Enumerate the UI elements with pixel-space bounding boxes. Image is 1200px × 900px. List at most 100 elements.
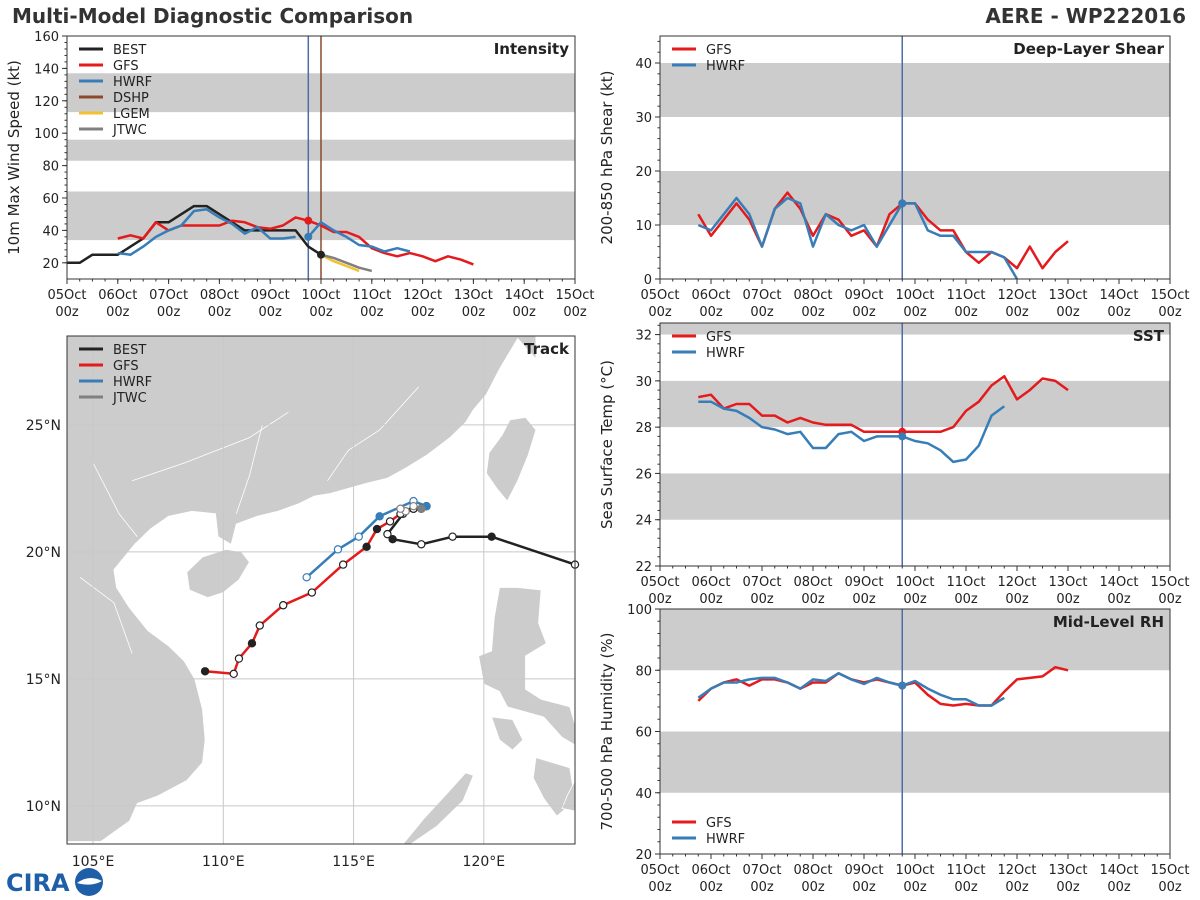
- x-tick-label-date: 06Oct: [691, 288, 730, 303]
- x-tick-label-date: 06Oct: [691, 863, 730, 878]
- x-tick-label-hour: 00z: [801, 592, 825, 607]
- legend-entry-jtwc: JTWC: [79, 391, 147, 406]
- x-tick-label-date: 12Oct: [997, 575, 1036, 590]
- track-point-best: [417, 540, 426, 549]
- x-tick-label-date: 13Oct: [454, 288, 493, 303]
- track-point-gfs: [385, 517, 395, 526]
- x-tick-label-hour: 00z: [259, 305, 283, 320]
- legend-entry-hwrf: HWRF: [672, 832, 745, 847]
- y-tick-label: 80: [635, 664, 652, 679]
- panel-track: 105°E 110°E 115°E 120°E 10°N 15°N 20°N 25°N Trac…: [26, 335, 580, 870]
- x-tick-label-hour: 00z: [462, 305, 486, 320]
- legend-label: GFS: [113, 59, 139, 74]
- x-tick-label-hour: 00z: [750, 305, 774, 320]
- series-line-hwrf: [697, 196, 1019, 280]
- x-tick-label-hour: 00z: [1107, 880, 1131, 895]
- x-tick-label-hour: 00z: [852, 592, 876, 607]
- shaded-band: [660, 609, 1170, 671]
- x-tick-label-date: 06Oct: [691, 575, 730, 590]
- x-tick-label-date: 15Oct: [1150, 288, 1189, 303]
- legend-entry-hwrf: HWRF: [672, 346, 745, 361]
- x-tick-label-hour: 00z: [1107, 592, 1131, 607]
- y-tick-label: 60: [42, 192, 59, 207]
- y-tick-label: 10: [635, 219, 652, 234]
- panel-title: Track: [524, 340, 570, 358]
- x-tick-label-date: 10Oct: [301, 288, 340, 303]
- track-point-hwrf: [375, 512, 384, 521]
- x-tick-label-hour: 00z: [1005, 880, 1029, 895]
- x-tick-label-date: 10Oct: [895, 863, 934, 878]
- x-tick-label-hour: 00z: [903, 880, 927, 895]
- y-tick-label: 0: [644, 273, 652, 288]
- analysis-marker-hwrf: [304, 232, 313, 241]
- legend-label: JTWC: [112, 123, 147, 138]
- x-tick-label-hour: 00z: [1056, 305, 1080, 320]
- legend-entry-gfs: GFS: [79, 59, 139, 74]
- y-axis-label: 10m Max Wind Speed (kt): [5, 60, 23, 255]
- panel-title: Deep-Layer Shear: [1013, 40, 1164, 58]
- y-tick-label: 160: [34, 30, 59, 45]
- map-border-line: [327, 386, 419, 482]
- series-line-hwrf: [697, 672, 1005, 707]
- latitude-label: 15°N: [26, 672, 61, 688]
- logo-text: CIRA: [6, 869, 70, 897]
- y-tick-label: 40: [42, 224, 59, 239]
- x-tick-label-date: 08Oct: [793, 863, 832, 878]
- x-tick-label-hour: 00z: [1158, 592, 1182, 607]
- x-tick-label-date: 14Oct: [1099, 288, 1138, 303]
- x-tick-label-hour: 00z: [750, 592, 774, 607]
- track-point-best: [448, 532, 457, 541]
- x-tick-label-hour: 00z: [360, 305, 384, 320]
- panel-sst: 22 24 26 28 30 32 05Oct 00z 06Oct 00z 07Oct 00z 08Oc…: [598, 322, 1190, 607]
- x-tick-label-hour: 00z: [903, 592, 927, 607]
- y-tick-label: 20: [635, 165, 652, 180]
- x-tick-label-date: 06Oct: [98, 288, 137, 303]
- track-point-jtwc: [396, 504, 405, 513]
- y-tick-label: 40: [635, 57, 652, 72]
- x-tick-label-date: 13Oct: [1048, 863, 1087, 878]
- x-tick-label-hour: 00z: [954, 880, 978, 895]
- x-tick-label-date: 05Oct: [640, 863, 679, 878]
- y-tick-label: 80: [42, 160, 59, 175]
- x-tick-label-date: 08Oct: [793, 288, 832, 303]
- legend-entry-best: BEST: [79, 343, 146, 358]
- x-tick-label-date: 13Oct: [1048, 288, 1087, 303]
- series-line-hwrf: [698, 400, 1006, 464]
- y-tick-label: 20: [42, 257, 59, 272]
- x-tick-label-hour: 00z: [699, 305, 723, 320]
- legend-entry-lgem: LGEM: [79, 107, 150, 122]
- panel-title: Intensity: [494, 40, 570, 58]
- track-point-gfs: [200, 667, 210, 676]
- x-tick-label-hour: 00z: [750, 880, 774, 895]
- legend-entry-hwrf: HWRF: [79, 375, 152, 390]
- x-tick-label-hour: 00z: [852, 305, 876, 320]
- x-tick-label-date: 11Oct: [946, 288, 985, 303]
- x-tick-label-hour: 00z: [55, 305, 79, 320]
- y-tick-label: 32: [635, 329, 652, 344]
- x-tick-label-date: 09Oct: [844, 575, 883, 590]
- y-tick-label: 24: [635, 514, 652, 529]
- mindoro-island-land: [491, 716, 524, 751]
- y-axis-label: 700-500 hPa Humidity (%): [598, 632, 616, 830]
- x-tick-label-hour: 00z: [411, 305, 435, 320]
- x-tick-label-hour: 00z: [1005, 592, 1029, 607]
- hainan-island-land: [186, 548, 250, 599]
- legend-label: HWRF: [706, 832, 745, 847]
- legend-label: HWRF: [706, 59, 745, 74]
- longitude-label: 110°E: [202, 854, 245, 870]
- track-point-best: [383, 529, 392, 539]
- x-tick-label-date: 13Oct: [1048, 575, 1087, 590]
- y-axis-label: 200-850 hPa Shear (kt): [598, 71, 616, 245]
- track-point-gfs: [229, 669, 238, 679]
- x-tick-label-hour: 00z: [801, 880, 825, 895]
- shaded-band: [660, 473, 1170, 520]
- x-tick-label-hour: 00z: [563, 305, 587, 320]
- legend-entry-dshp: DSHP: [79, 91, 149, 106]
- track-point-gfs: [247, 639, 257, 648]
- storm-id: AERE - WP222016: [985, 4, 1186, 28]
- y-tick-label: 140: [34, 62, 59, 77]
- legend-label: HWRF: [706, 346, 745, 361]
- shaded-band: [660, 731, 1170, 793]
- x-tick-label-hour: 00z: [954, 592, 978, 607]
- x-tick-label-date: 14Oct: [1099, 863, 1138, 878]
